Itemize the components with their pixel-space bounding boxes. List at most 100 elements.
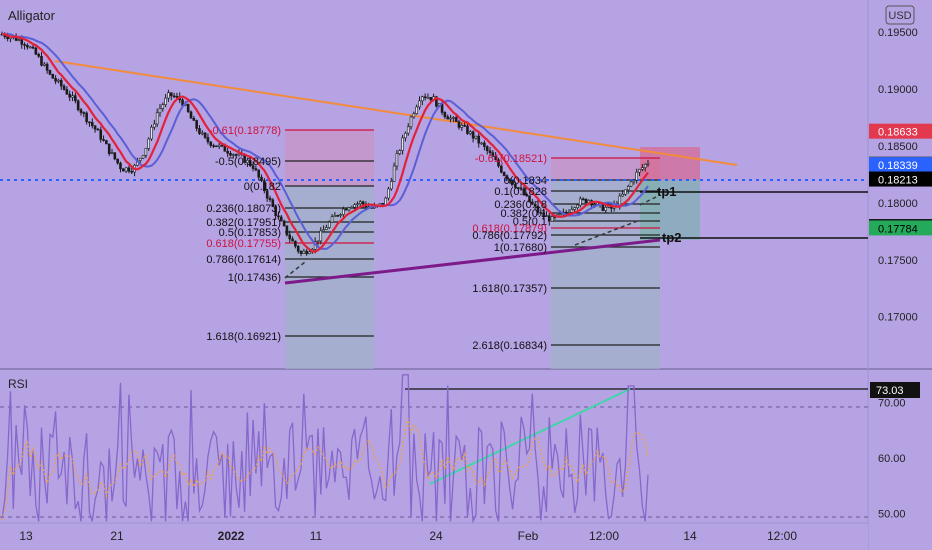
- candle-body: [593, 204, 596, 206]
- candle-body: [584, 198, 588, 203]
- candle-body: [618, 195, 622, 206]
- take-profit-zone[interactable]: [640, 180, 700, 240]
- candle-body: [480, 142, 483, 145]
- candle-body: [28, 46, 32, 49]
- candle-body: [119, 162, 122, 170]
- candle-body: [500, 165, 503, 173]
- candle-body: [161, 104, 165, 109]
- candle-body: [68, 93, 72, 98]
- fib-left-level-label: 0.5(0.17853): [219, 227, 281, 239]
- candle-body: [43, 63, 46, 66]
- price-axis-pane[interactable]: [868, 0, 932, 550]
- candle-body: [271, 199, 275, 207]
- candle-body: [220, 144, 224, 147]
- rsi-title[interactable]: RSI: [8, 377, 28, 391]
- time-tick-label: 12:00: [589, 529, 619, 543]
- candle-body: [508, 178, 512, 181]
- candle-body: [164, 97, 167, 105]
- time-axis-pane[interactable]: [0, 523, 868, 550]
- fib-left-level-label: -0.5(0.18495): [215, 156, 281, 168]
- candle-body: [296, 245, 300, 252]
- candle-body: [395, 153, 399, 167]
- candle-body: [641, 167, 644, 170]
- candle-body: [488, 150, 492, 154]
- price-tick-label: 0.17000: [878, 312, 918, 324]
- fib-right-level-label: 0.5(0.1: [513, 216, 547, 228]
- candle-body: [147, 138, 150, 149]
- candle-body: [449, 117, 452, 120]
- candle-body: [325, 227, 328, 230]
- candle-body: [471, 131, 475, 139]
- candle-body: [559, 213, 562, 216]
- candle-body: [333, 215, 337, 218]
- candle-body: [342, 208, 345, 215]
- candle-body: [421, 96, 424, 102]
- candle-body: [229, 153, 232, 156]
- price-axis-ticks: 0.19500 0.19000 0.18500 0.18000 0.17500 0.170…: [878, 27, 918, 324]
- candle-body: [547, 215, 551, 222]
- tp1-label[interactable]: tp1: [657, 184, 677, 199]
- candle-body: [635, 171, 639, 181]
- candle-body: [288, 234, 292, 240]
- currency-label: USD: [888, 10, 911, 22]
- currency-button[interactable]: [885, 5, 915, 25]
- candle-body: [158, 108, 162, 114]
- candle-body: [48, 70, 52, 75]
- fib-right-level-label: 1.618(0.17357): [472, 283, 547, 295]
- candle-body: [302, 250, 306, 254]
- candle-body: [350, 206, 354, 209]
- indicator-title[interactable]: Alligator: [8, 8, 56, 23]
- candle-body: [576, 204, 579, 208]
- candle-body: [457, 121, 461, 128]
- candle-body: [45, 63, 49, 71]
- candle-body: [246, 160, 249, 163]
- candle-body: [545, 215, 548, 217]
- fib-right-level-label: 0.786(0.17792): [472, 230, 547, 242]
- candle-body: [217, 144, 221, 147]
- projection-arrow-right: [574, 219, 641, 246]
- time-tick-label: 12:00: [767, 529, 797, 543]
- candle-body: [279, 216, 283, 222]
- candle-body: [260, 176, 263, 181]
- fib-right-level-label: 0.236(0.18: [494, 199, 547, 211]
- candle-body: [542, 212, 545, 217]
- candle-body: [285, 225, 289, 236]
- support-trendline[interactable]: [284, 238, 661, 285]
- candle-body: [494, 156, 497, 161]
- time-tick-label: 11: [310, 529, 323, 543]
- candle-body: [638, 169, 641, 173]
- tp2-label[interactable]: tp2: [662, 230, 682, 245]
- price-badge-label: 0.18213: [878, 175, 918, 187]
- candle-body: [195, 120, 198, 129]
- time-tick-label: 24: [429, 529, 443, 543]
- candle-body: [263, 180, 266, 192]
- price-pane[interactable]: [0, 0, 868, 368]
- fib-right-level-label: -0.61(0.18521): [475, 153, 547, 165]
- candle-body: [632, 179, 636, 183]
- candle-body: [155, 112, 159, 125]
- candle-body: [327, 221, 331, 228]
- price-tick-label: 0.18000: [878, 198, 918, 210]
- candle-body: [130, 170, 134, 173]
- candle-body: [153, 123, 156, 128]
- candle-body: [212, 145, 215, 147]
- candle-body: [144, 148, 148, 156]
- candle-body: [172, 95, 176, 98]
- candle-body: [505, 175, 509, 180]
- candle-body: [344, 208, 348, 211]
- candle-body: [339, 214, 342, 216]
- candle-body: [474, 135, 478, 139]
- candle-body: [646, 162, 650, 165]
- price-badge-label: 0.18339: [878, 160, 918, 172]
- candle-body: [192, 117, 196, 121]
- candle-body: [90, 122, 94, 127]
- price-badges: 0.186330.183450.1833941:320.182130.17795…: [869, 123, 932, 236]
- candle-body: [528, 195, 531, 203]
- candle-body: [446, 116, 450, 120]
- candle-body: [294, 240, 297, 247]
- fib-right-level-label: 0(0.1834: [504, 175, 547, 187]
- candle-body: [74, 95, 77, 102]
- resistance-trendline[interactable]: [54, 60, 738, 166]
- price-tick-label: 0.19500: [878, 27, 918, 39]
